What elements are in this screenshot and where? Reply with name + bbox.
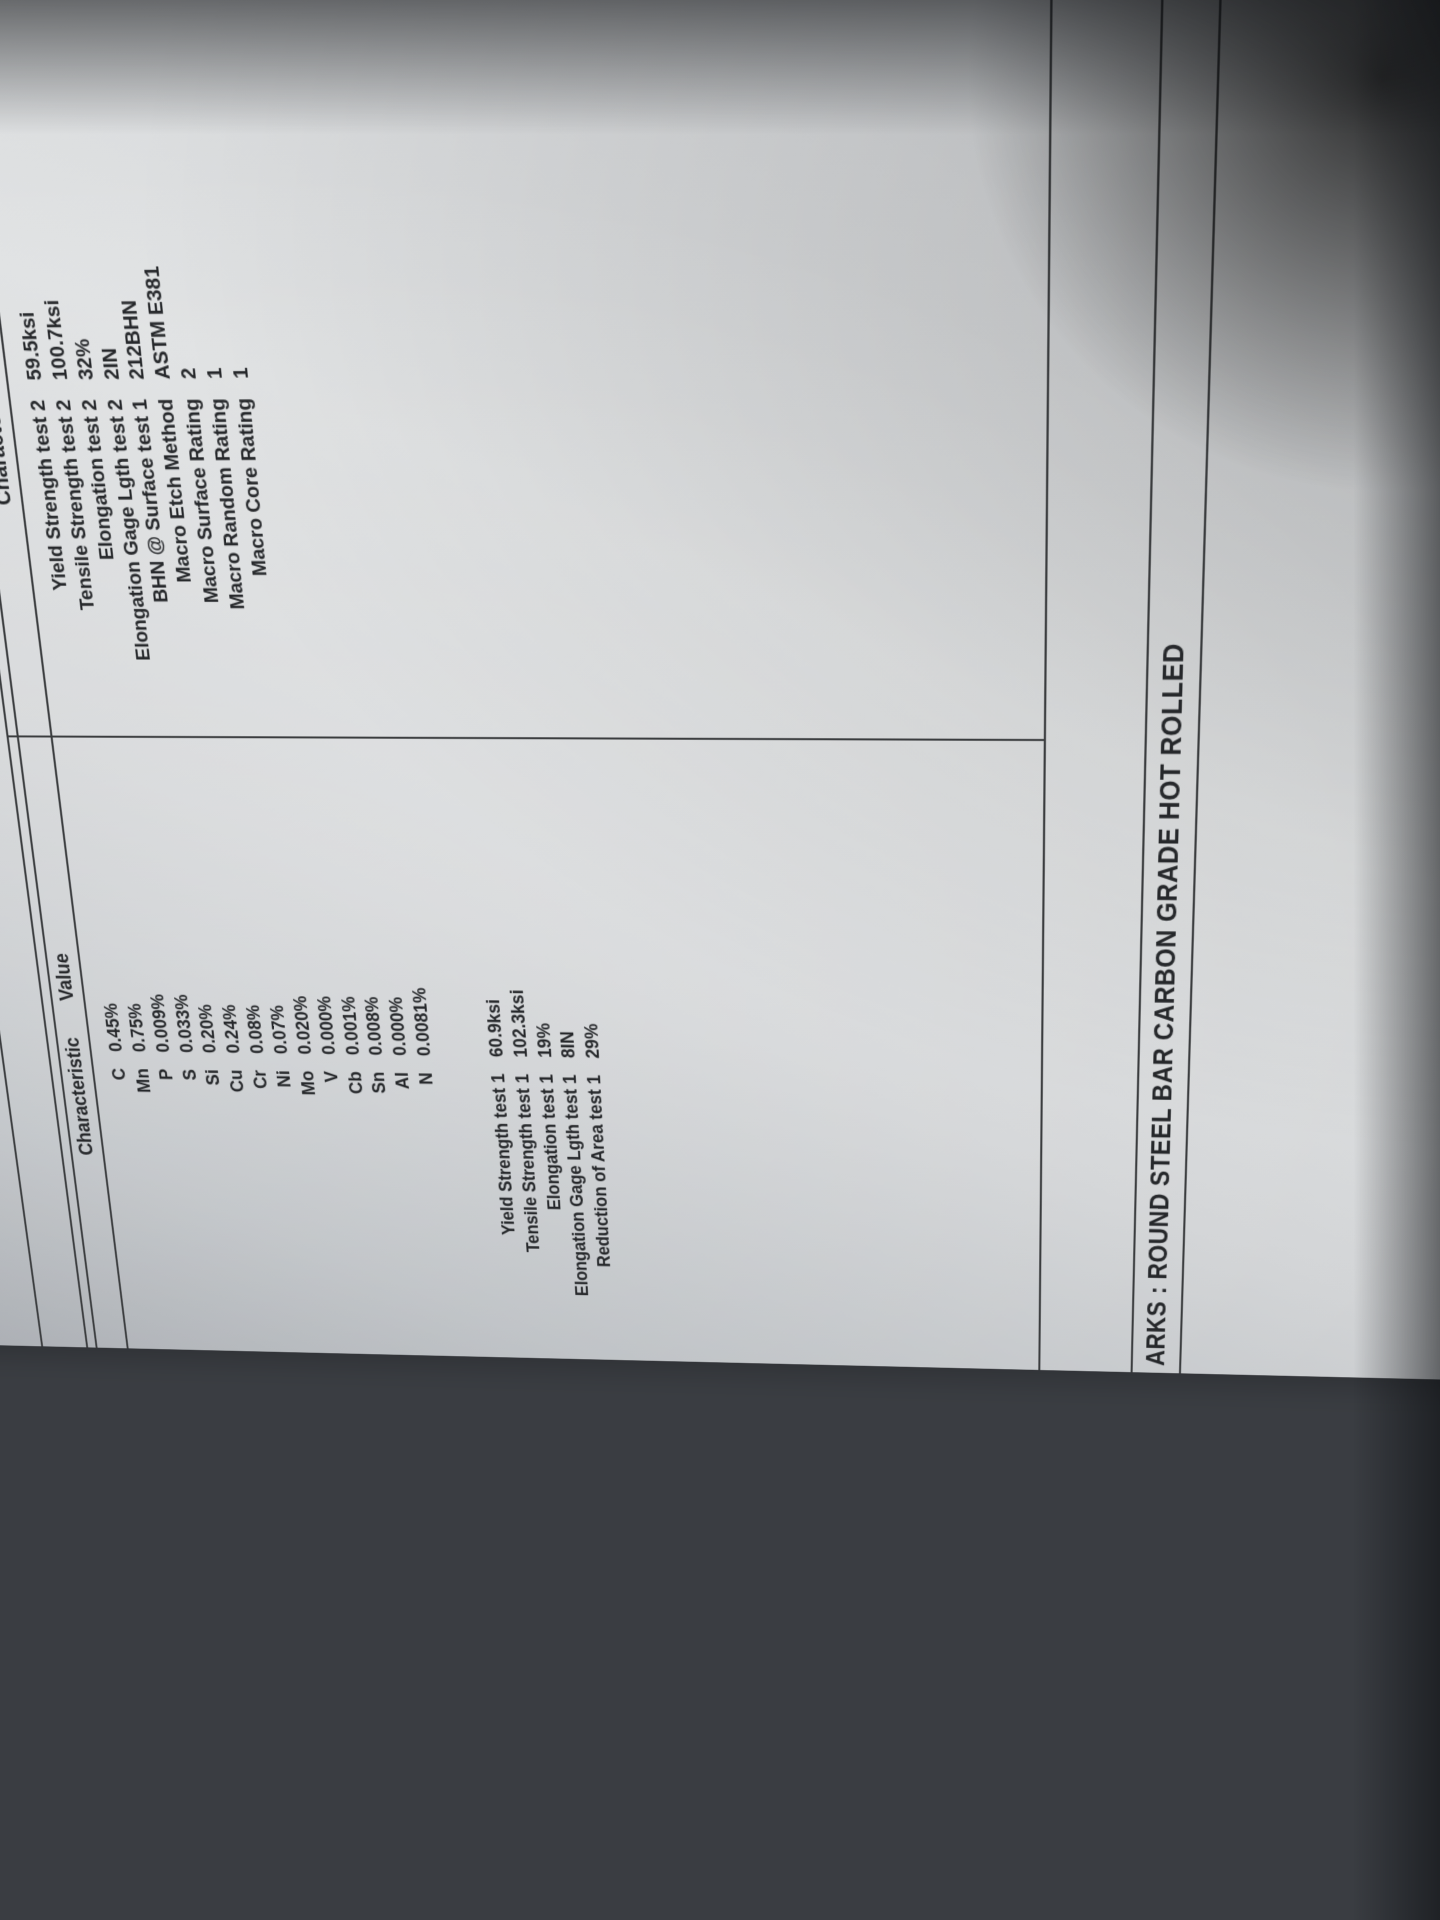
data-grid: Characteristic Value C0.45%Mn0.75%P0.009… — [0, 0, 1053, 1370]
remarks-bar: ARKS : ROUND STEEL BAR CARBON GRADE HOT … — [1131, 0, 1223, 1373]
certificate-content: ROLL DATE: 05/04/2019 MELT DATE: 04/25/2… — [0, 0, 1440, 1387]
left-column: Characteristic Value C0.45%Mn0.75%P0.009… — [9, 735, 1044, 1370]
char-label-2: Characteristic — [0, 364, 18, 505]
char-label: Characteristic — [62, 1037, 99, 1156]
photo-scene: ROLL DATE: 05/04/2019 MELT DATE: 04/25/2… — [0, 0, 1440, 1920]
remarks-text: ARKS : ROUND STEEL BAR CARBON GRADE HOT … — [1140, 643, 1191, 1366]
mechanical-list-2: Yield Strength test 259.5ksiTensile Stre… — [0, 0, 307, 736]
val-label: Value — [51, 953, 80, 1001]
right-column: Characteristic Value Yield Strength test… — [0, 0, 1050, 739]
certificate-paper: ROLL DATE: 05/04/2019 MELT DATE: 04/25/2… — [0, 0, 1440, 1387]
chemistry-list: C0.45%Mn0.75%P0.009%S0.033%Si0.20%Cu0.24… — [67, 738, 477, 1357]
